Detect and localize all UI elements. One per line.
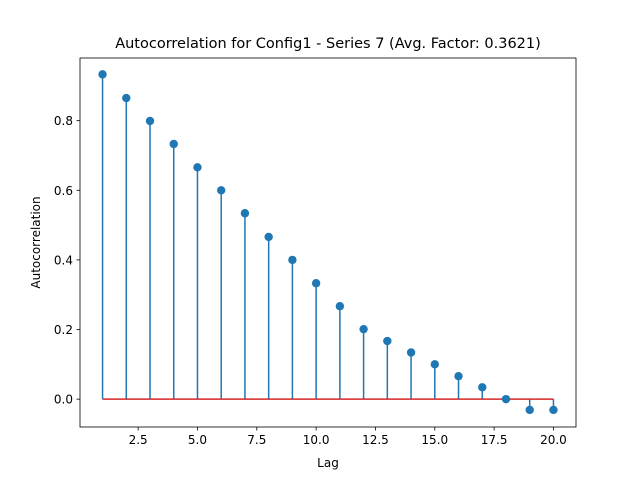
stem-marker (169, 139, 178, 149)
stem-marker (359, 324, 368, 334)
x-tick-label: 7.5 (247, 433, 266, 447)
plot-area (98, 70, 558, 415)
stem-marker (501, 394, 511, 404)
x-tick-label: 2.5 (129, 433, 148, 447)
stem-marker (122, 93, 131, 103)
y-tick-label: 0.6 (54, 184, 73, 198)
x-axis-label: Lag (317, 456, 339, 470)
x-tick-label: 17.5 (481, 433, 508, 447)
y-tick-label: 0.0 (54, 393, 73, 407)
stem-marker (217, 186, 226, 195)
stem-marker (264, 232, 273, 242)
y-tick-label: 0.2 (54, 323, 73, 337)
stem-marker (454, 371, 463, 381)
stem-marker (288, 255, 297, 265)
stem-marker (193, 163, 202, 172)
y-axis-label: Autocorrelation (29, 196, 43, 288)
stem-marker (406, 348, 416, 357)
stem-marker (145, 116, 155, 126)
x-tick-label: 20.0 (540, 433, 567, 447)
axes-frame (79, 57, 577, 428)
stem-marker (98, 70, 107, 79)
stem-marker (430, 360, 439, 369)
x-tick-label: 5.0 (188, 433, 207, 447)
stem-marker (240, 209, 250, 218)
y-tick-label: 0.4 (54, 253, 73, 267)
stem-marker (525, 405, 534, 415)
stem-marker (549, 405, 558, 415)
x-tick-label: 15.0 (421, 433, 448, 447)
stem-marker (478, 383, 487, 392)
x-tick-label: 12.5 (362, 433, 389, 447)
stem-marker (335, 302, 345, 311)
stem-marker (311, 279, 321, 288)
chart-title: Autocorrelation for Config1 - Series 7 (… (115, 36, 541, 52)
x-tick-label: 10.0 (303, 433, 330, 447)
y-tick-label: 0.8 (54, 114, 73, 128)
stem-marker (383, 336, 392, 346)
axis-ticks: 2.5 5.0 7.5 10.0 12.5 15.0 17.5 20.0 0.0 0.2 0.4 0.… (54, 114, 567, 447)
